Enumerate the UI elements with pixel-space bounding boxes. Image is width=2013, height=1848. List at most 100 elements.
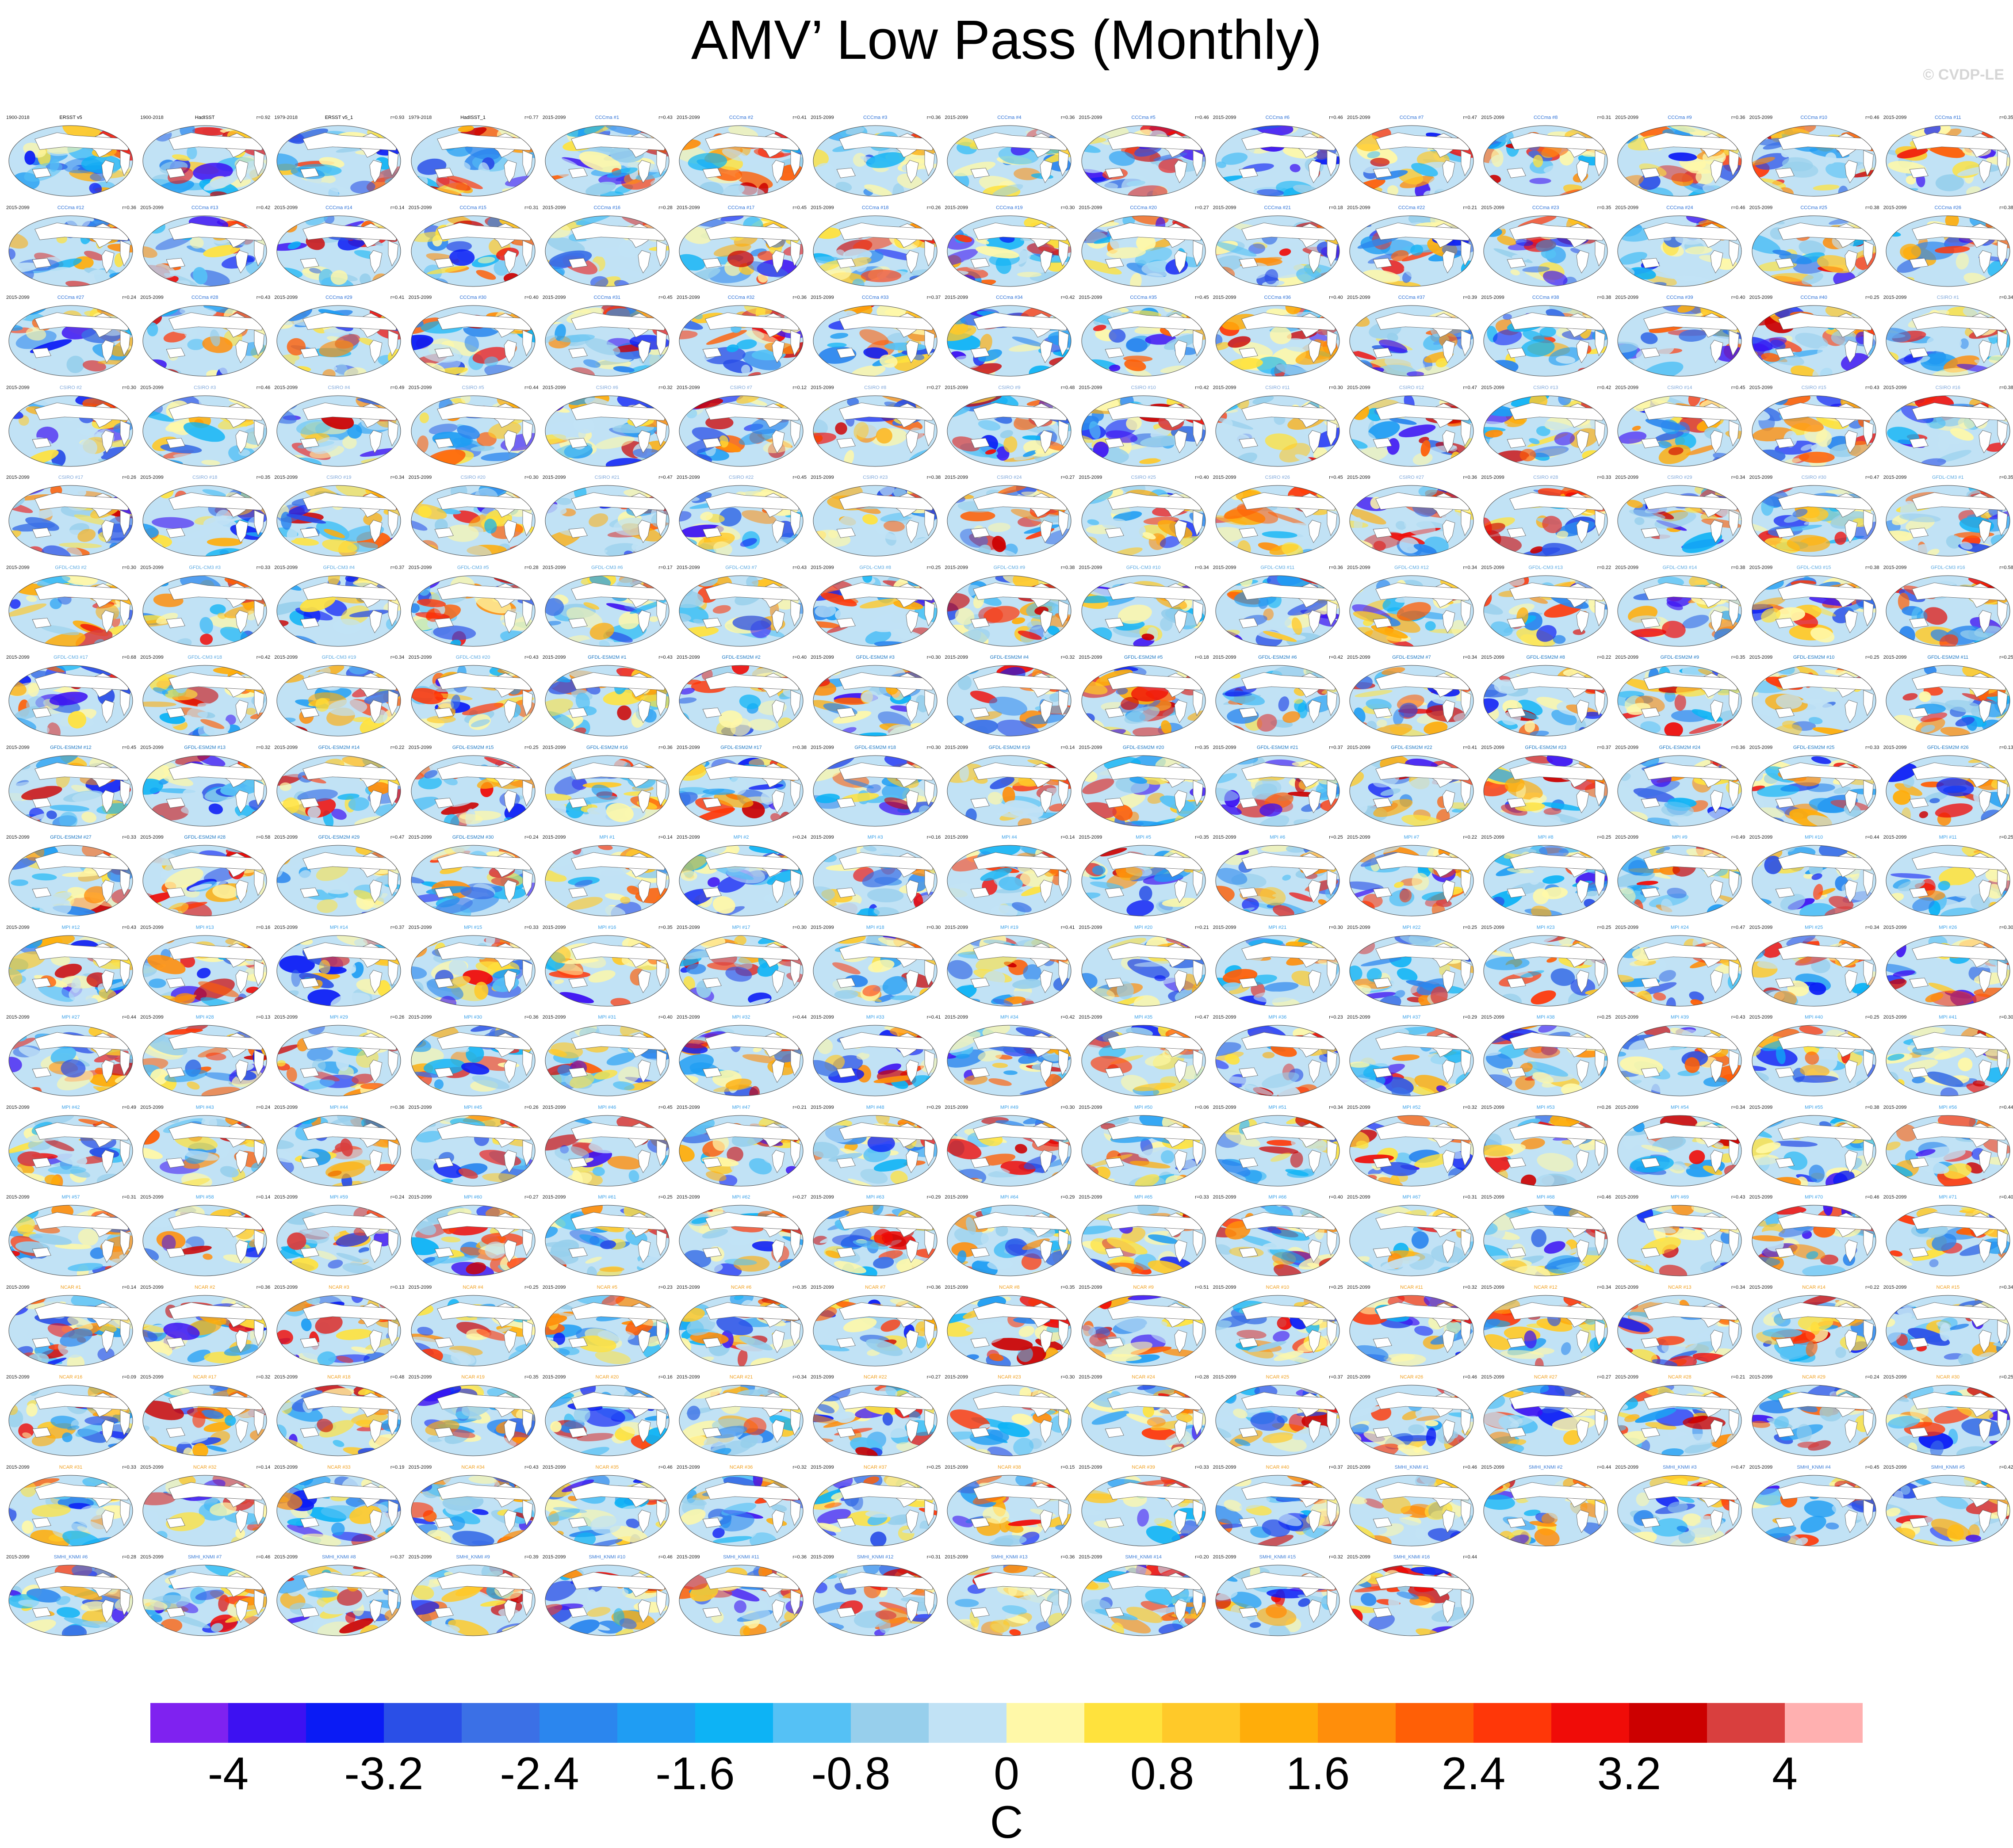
panel-correlation: r=0.58 — [1999, 564, 2013, 571]
panel-correlation: r=0.27 — [927, 384, 941, 391]
panel-correlation: r=0.30 — [524, 474, 539, 481]
panel-title: CCCma #12 — [4, 204, 137, 211]
sst-map — [138, 121, 271, 201]
panel-title: HadISST_1 — [407, 114, 540, 121]
sst-map — [272, 661, 405, 741]
warm-anomaly — [1352, 121, 1366, 136]
sst-map — [1479, 571, 1612, 651]
cool-anomaly — [4, 305, 22, 321]
sst-field — [272, 121, 405, 201]
sst-map — [541, 301, 674, 381]
panel-title: GFDL-CM3 #9 — [943, 564, 1075, 571]
sst-map — [407, 211, 540, 291]
sst-map — [1345, 211, 1478, 291]
panel-correlation: r=0.25 — [1865, 294, 1879, 301]
sst-map — [407, 121, 540, 201]
cool-anomaly — [1485, 575, 1499, 583]
sst-map — [407, 301, 540, 381]
panel-title: CSIRO #12 — [1345, 384, 1478, 391]
panel-correlation: r=0.36 — [122, 204, 137, 211]
sst-field — [1882, 301, 2013, 381]
panel-correlation: r=0.36 — [1329, 564, 1343, 571]
sst-field — [138, 121, 271, 201]
sst-field — [1479, 391, 1612, 471]
warm-anomaly — [1462, 401, 1475, 412]
cool-anomaly — [1481, 301, 1505, 316]
panel-correlation: r=0.30 — [1329, 384, 1343, 391]
panel-title: CSIRO #25 — [1077, 474, 1210, 481]
panel-title: HadISST — [138, 114, 271, 121]
panel-title: GFDL-CM3 #17 — [4, 654, 137, 661]
sst-map — [1613, 571, 1746, 651]
warm-anomaly — [255, 302, 267, 319]
cool-anomaly — [1855, 214, 1880, 223]
sst-map — [675, 571, 807, 651]
panel-correlation: r=0.30 — [122, 384, 137, 391]
sst-field — [1077, 301, 1210, 381]
panel-correlation: r=0.12 — [793, 384, 807, 391]
sst-field — [943, 211, 1075, 291]
panel-correlation: r=0.18 — [1329, 204, 1343, 211]
sst-map — [1613, 481, 1746, 561]
sst-field — [407, 301, 540, 381]
panel-title: CCCma #4 — [943, 114, 1075, 121]
panel-correlation: r=0.47 — [1865, 474, 1879, 481]
sst-map — [1077, 391, 1210, 471]
panel-correlation: r=0.30 — [122, 564, 137, 571]
cool-anomaly — [1581, 637, 1611, 651]
sst-field — [1345, 571, 1478, 651]
sst-field — [272, 661, 405, 741]
panel-title: CCCma #3 — [809, 114, 941, 121]
warm-anomaly — [1479, 301, 1502, 319]
sst-map — [943, 211, 1075, 291]
sst-field — [1882, 391, 2013, 471]
cool-anomaly — [1727, 183, 1743, 195]
panel-title: GFDL-CM3 #15 — [1748, 564, 1880, 571]
warm-anomaly — [413, 541, 424, 547]
panel-title: CCCma #20 — [1077, 204, 1210, 211]
cool-anomaly — [1991, 486, 2013, 497]
sst-map — [943, 301, 1075, 381]
panel-correlation: r=0.32 — [658, 384, 673, 391]
sst-field — [943, 571, 1075, 651]
cool-anomaly — [24, 151, 35, 165]
panel-correlation: r=0.35 — [256, 474, 271, 481]
panel-correlation: r=0.42 — [256, 204, 271, 211]
sst-field — [138, 391, 271, 471]
cool-anomaly — [1714, 628, 1738, 644]
panel-title: CSIRO #14 — [1613, 384, 1746, 391]
sst-field — [809, 571, 941, 651]
warm-anomaly — [1479, 304, 1496, 324]
panel-correlation: r=0.38 — [927, 474, 941, 481]
sst-map — [138, 391, 271, 471]
panel-correlation: r=0.93 — [390, 114, 405, 121]
panel-title: CCCma #8 — [1479, 114, 1612, 121]
cool-anomaly — [1715, 638, 1744, 647]
warm-anomaly — [1730, 457, 1745, 468]
panel-title: CSIRO #26 — [1211, 474, 1344, 481]
panel-title: GFDL-CM3 #3 — [138, 564, 271, 571]
sst-field — [1613, 121, 1746, 201]
